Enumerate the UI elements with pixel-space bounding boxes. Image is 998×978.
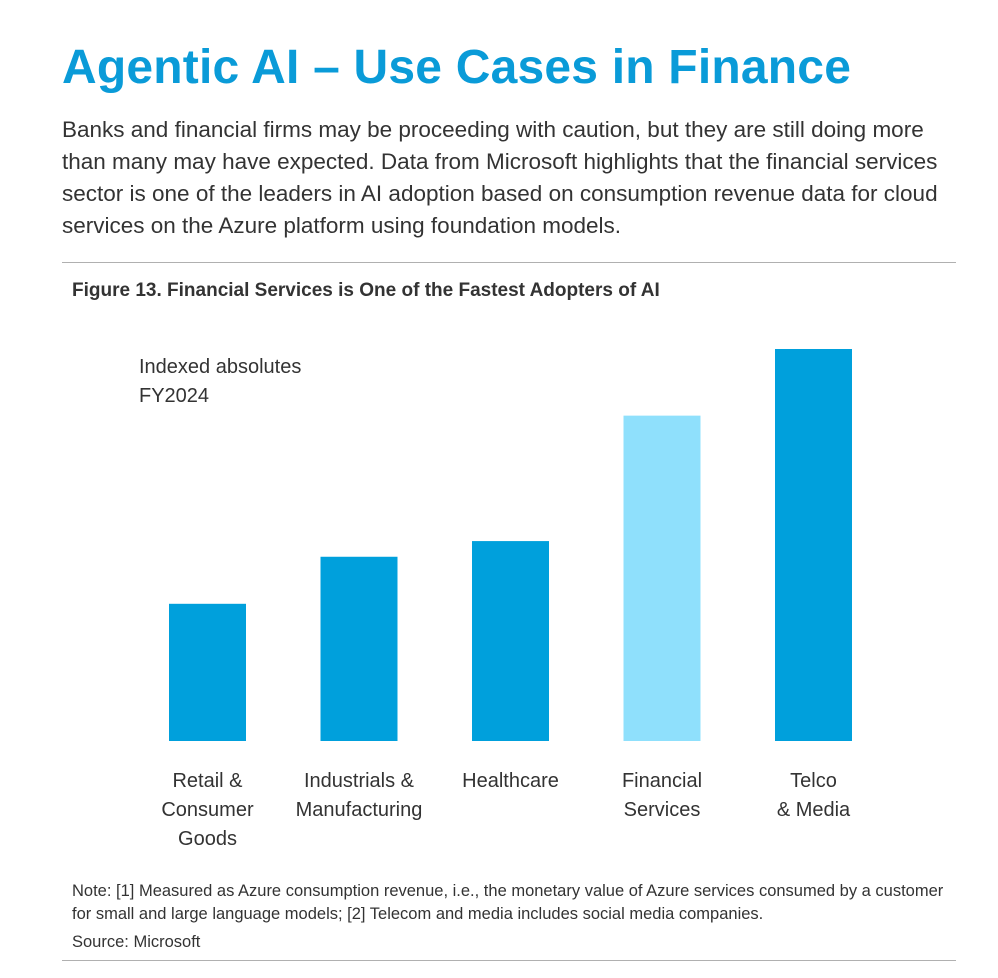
category-label: Goods	[178, 828, 237, 850]
category-label: Consumer	[161, 799, 254, 821]
chart-annotation-line: Indexed absolutes	[139, 356, 301, 378]
bar	[623, 415, 701, 741]
chart-annotation-line: FY2024	[139, 385, 209, 407]
page-title: Agentic AI – Use Cases in Finance	[62, 41, 852, 94]
figure-title: Figure 13. Financial Services is One of …	[72, 280, 660, 301]
chart-source: Source: Microsoft	[72, 933, 201, 951]
bottom-divider	[62, 960, 956, 961]
category-label: & Media	[777, 799, 851, 821]
category-label: Healthcare	[462, 770, 559, 792]
top-divider	[62, 262, 956, 263]
bar	[169, 603, 246, 741]
category-label: Retail &	[172, 770, 243, 792]
category-label: Services	[624, 799, 701, 821]
intro-paragraph: Banks and financial firms may be proceed…	[62, 117, 938, 238]
category-label: Manufacturing	[296, 799, 423, 821]
bar	[775, 349, 852, 741]
bar	[320, 556, 398, 741]
chart-note: Note: [1] Measured as Azure consumption …	[72, 882, 944, 923]
category-label: Industrials &	[304, 770, 415, 792]
category-label: Financial	[622, 770, 702, 792]
category-label: Telco	[790, 770, 837, 792]
bar	[472, 541, 549, 741]
